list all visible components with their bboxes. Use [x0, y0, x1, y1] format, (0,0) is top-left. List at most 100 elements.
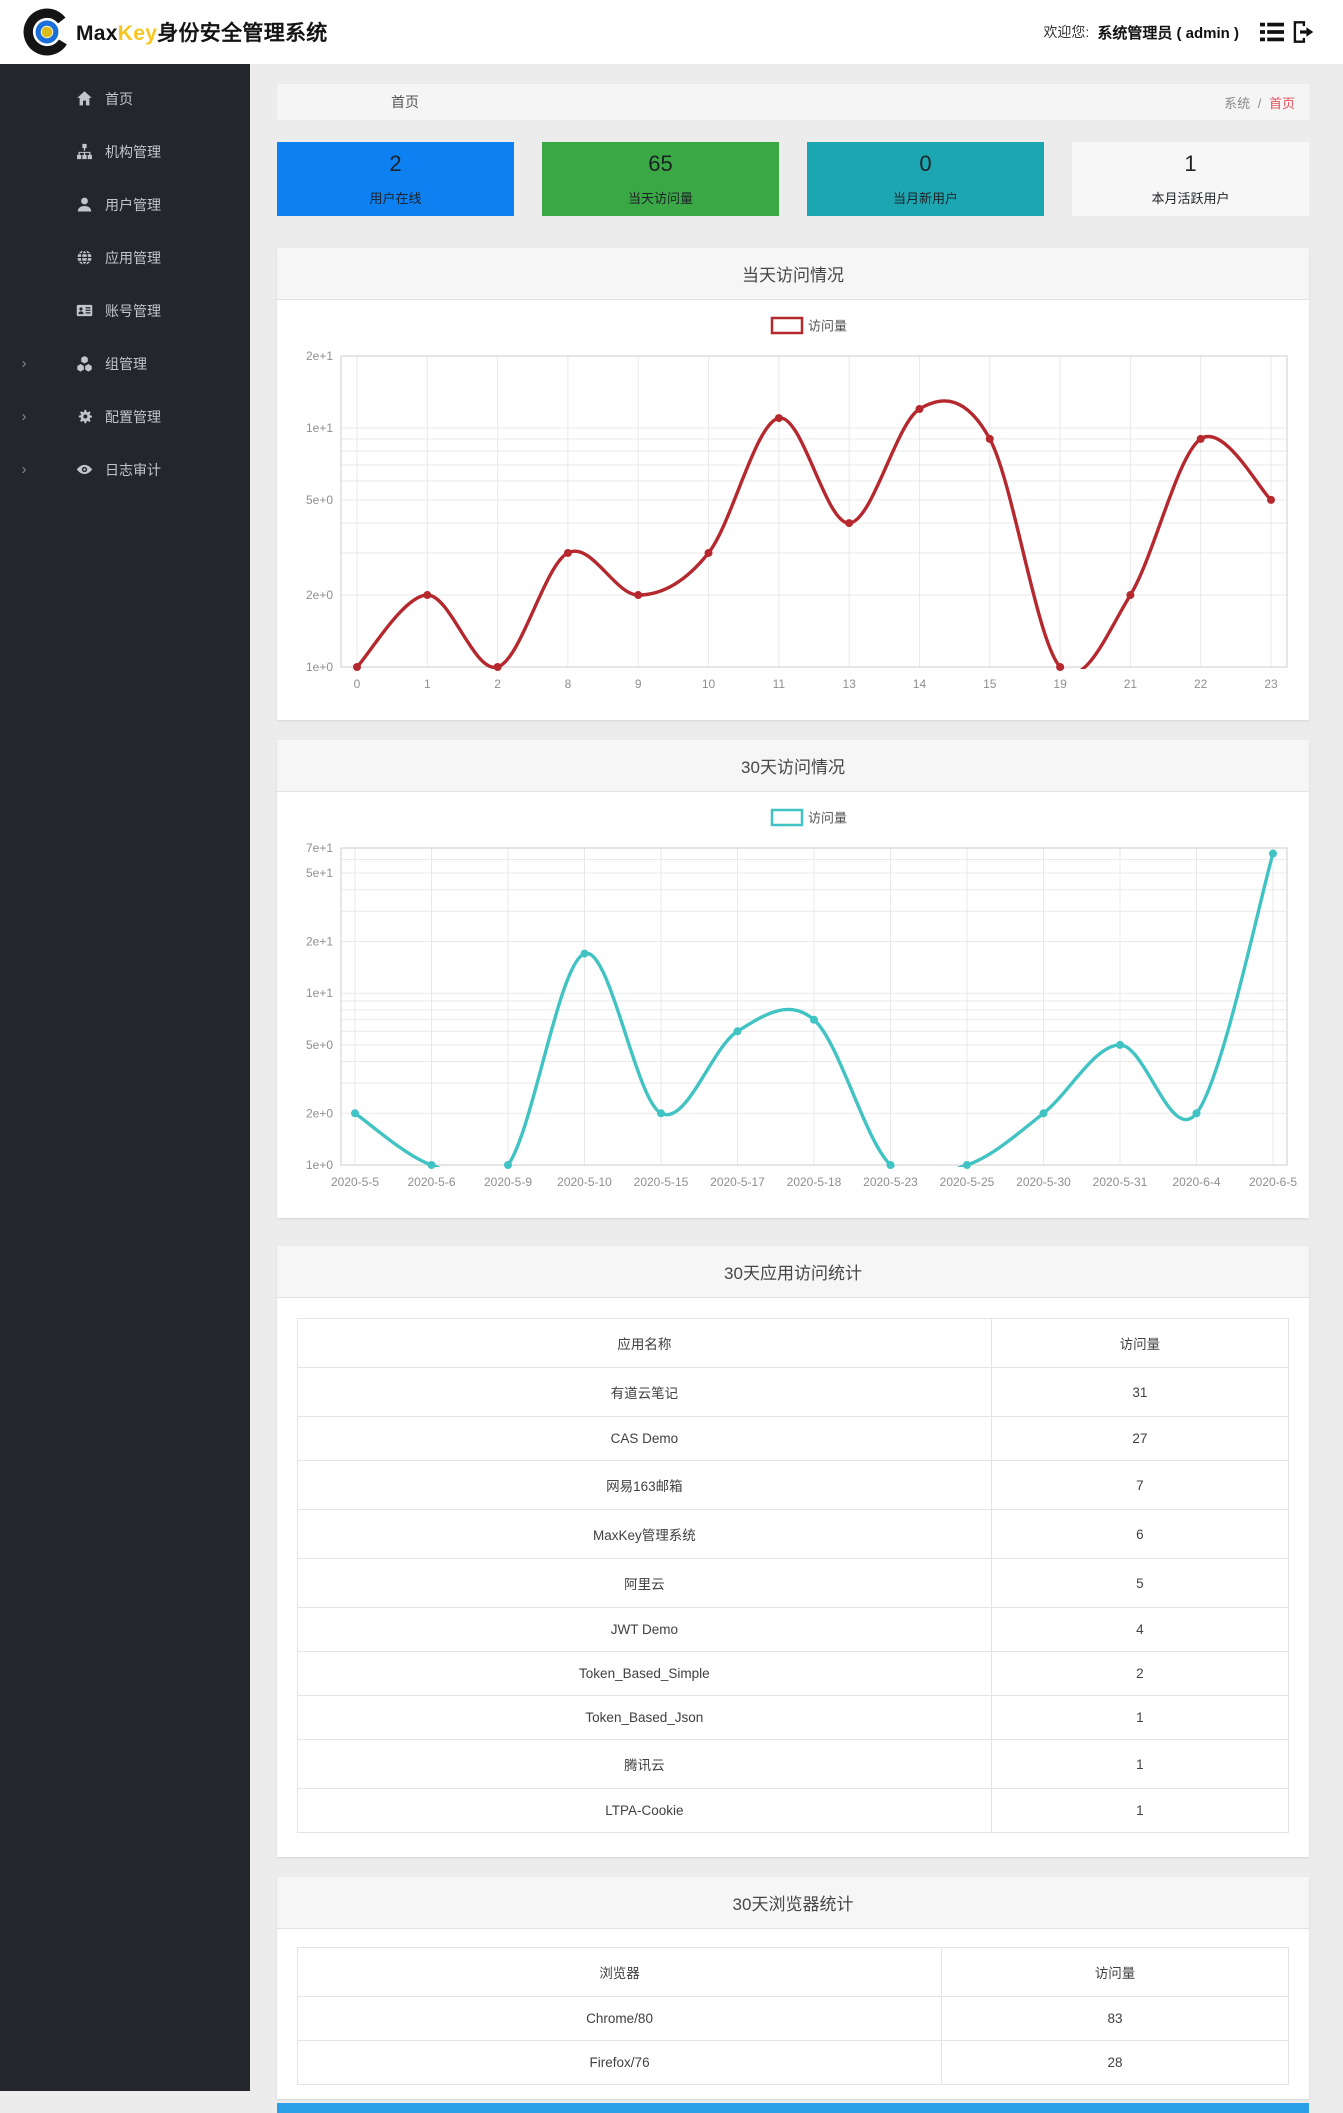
table-cell: 腾讯云 [298, 1740, 992, 1789]
column-header: 浏览器 [298, 1948, 942, 1997]
table-cell: Token_Based_Json [298, 1696, 992, 1740]
column-header: 应用名称 [298, 1319, 992, 1368]
table-cell: 5 [991, 1559, 1288, 1608]
table-cell: 83 [942, 1997, 1289, 2041]
chevron-right-icon: › [0, 461, 48, 478]
breadcrumb-current[interactable]: 首页 [1269, 96, 1295, 111]
table-cell: MaxKey管理系统 [298, 1510, 992, 1559]
sidebar-item-组管理[interactable]: › 组管理 [0, 337, 250, 390]
svg-text:14: 14 [913, 677, 927, 691]
sidebar-item-label: 配置管理 [105, 407, 161, 427]
app-header: MaxKey身份安全管理系统 欢迎您: 系统管理员 ( admin ) [0, 0, 1343, 64]
table-cell: 6 [991, 1510, 1288, 1559]
svg-text:1e+0: 1e+0 [306, 660, 333, 674]
sidebar-item-应用管理[interactable]: 应用管理 [0, 231, 250, 284]
table-cell: Chrome/80 [298, 1997, 942, 2041]
svg-text:19: 19 [1053, 677, 1067, 691]
svg-text:15: 15 [983, 677, 997, 691]
sidebar-item-label: 用户管理 [105, 195, 161, 215]
svg-text:1: 1 [424, 677, 431, 691]
svg-text:2020-5-9: 2020-5-9 [484, 1175, 532, 1189]
sitemap-icon [76, 143, 93, 160]
chevron-right-icon: › [0, 355, 48, 372]
sidebar-item-label: 账号管理 [105, 301, 161, 321]
app-title: MaxKey身份安全管理系统 [76, 17, 328, 47]
svg-text:2: 2 [494, 677, 501, 691]
stat-card-label: 本月活跃用户 [1072, 188, 1309, 207]
table-cell: 31 [991, 1368, 1288, 1417]
sidebar-item-label: 组管理 [105, 354, 147, 374]
stat-card-value: 0 [807, 151, 1044, 177]
logout-icon[interactable] [1291, 20, 1317, 44]
table-cell: 2 [991, 1652, 1288, 1696]
table-cell: 28 [942, 2041, 1289, 2085]
sidebar-item-机构管理[interactable]: 机构管理 [0, 125, 250, 178]
breadcrumb: 首页 系统 / 首页 [277, 84, 1309, 120]
home-icon [76, 90, 93, 107]
svg-text:2020-6-4: 2020-6-4 [1172, 1175, 1220, 1189]
table-cell: LTPA-Cookie [298, 1789, 992, 1833]
svg-text:2020-5-30: 2020-5-30 [1016, 1175, 1071, 1189]
svg-text:2020-5-10: 2020-5-10 [557, 1175, 612, 1189]
svg-text:访问量: 访问量 [808, 319, 847, 334]
table-cell: 阿里云 [298, 1559, 992, 1608]
sidebar-item-label: 应用管理 [105, 248, 161, 268]
table-cell: 有道云笔记 [298, 1368, 992, 1417]
svg-text:2020-5-23: 2020-5-23 [863, 1175, 918, 1189]
svg-text:2020-5-17: 2020-5-17 [710, 1175, 765, 1189]
svg-text:2e+0: 2e+0 [306, 588, 333, 602]
sidebar: 首页机构管理用户管理应用管理账号管理›组管理›配置管理›日志审计 [0, 64, 250, 2091]
svg-text:22: 22 [1194, 677, 1208, 691]
sidebar-item-label: 首页 [105, 89, 133, 109]
sidebar-item-首页[interactable]: 首页 [0, 72, 250, 125]
sidebar-item-账号管理[interactable]: 账号管理 [0, 284, 250, 337]
svg-text:2020-5-15: 2020-5-15 [634, 1175, 689, 1189]
svg-text:21: 21 [1124, 677, 1138, 691]
svg-text:1e+0: 1e+0 [306, 1158, 333, 1172]
svg-text:5e+0: 5e+0 [306, 1038, 333, 1052]
svg-text:2020-5-25: 2020-5-25 [940, 1175, 995, 1189]
id-card-icon [76, 302, 93, 319]
svg-text:访问量: 访问量 [808, 811, 847, 826]
sidebar-item-用户管理[interactable]: 用户管理 [0, 178, 250, 231]
table-cell: 27 [991, 1417, 1288, 1461]
list-icon[interactable] [1259, 20, 1285, 44]
welcome-label: 欢迎您: [1043, 22, 1089, 42]
breadcrumb-root[interactable]: 系统 [1224, 96, 1250, 111]
svg-text:8: 8 [565, 677, 572, 691]
table-header-row: 应用名称访问量 [298, 1319, 1289, 1368]
sidebar-item-配置管理[interactable]: ›配置管理 [0, 390, 250, 443]
sidebar-item-日志审计[interactable]: ›日志审计 [0, 443, 250, 496]
svg-text:1e+1: 1e+1 [306, 421, 333, 435]
table-cell: 1 [991, 1740, 1288, 1789]
breadcrumb-separator: / [1258, 96, 1262, 111]
svg-text:2e+1: 2e+1 [306, 934, 333, 948]
user-icon [76, 196, 93, 213]
column-header: 访问量 [991, 1319, 1288, 1368]
panel-month-visits-title: 30天访问情况 [277, 740, 1309, 792]
svg-text:1e+1: 1e+1 [306, 986, 333, 1000]
table-cell: CAS Demo [298, 1417, 992, 1461]
panel-browser-stats-title: 30天浏览器统计 [277, 1877, 1309, 1929]
svg-text:2e+1: 2e+1 [306, 349, 333, 363]
page-title: 首页 [277, 92, 419, 112]
svg-text:2020-5-5: 2020-5-5 [331, 1175, 379, 1189]
footer-strip [277, 2103, 1309, 2113]
svg-text:2e+0: 2e+0 [306, 1106, 333, 1120]
stat-card-label: 当天访问量 [542, 188, 779, 207]
